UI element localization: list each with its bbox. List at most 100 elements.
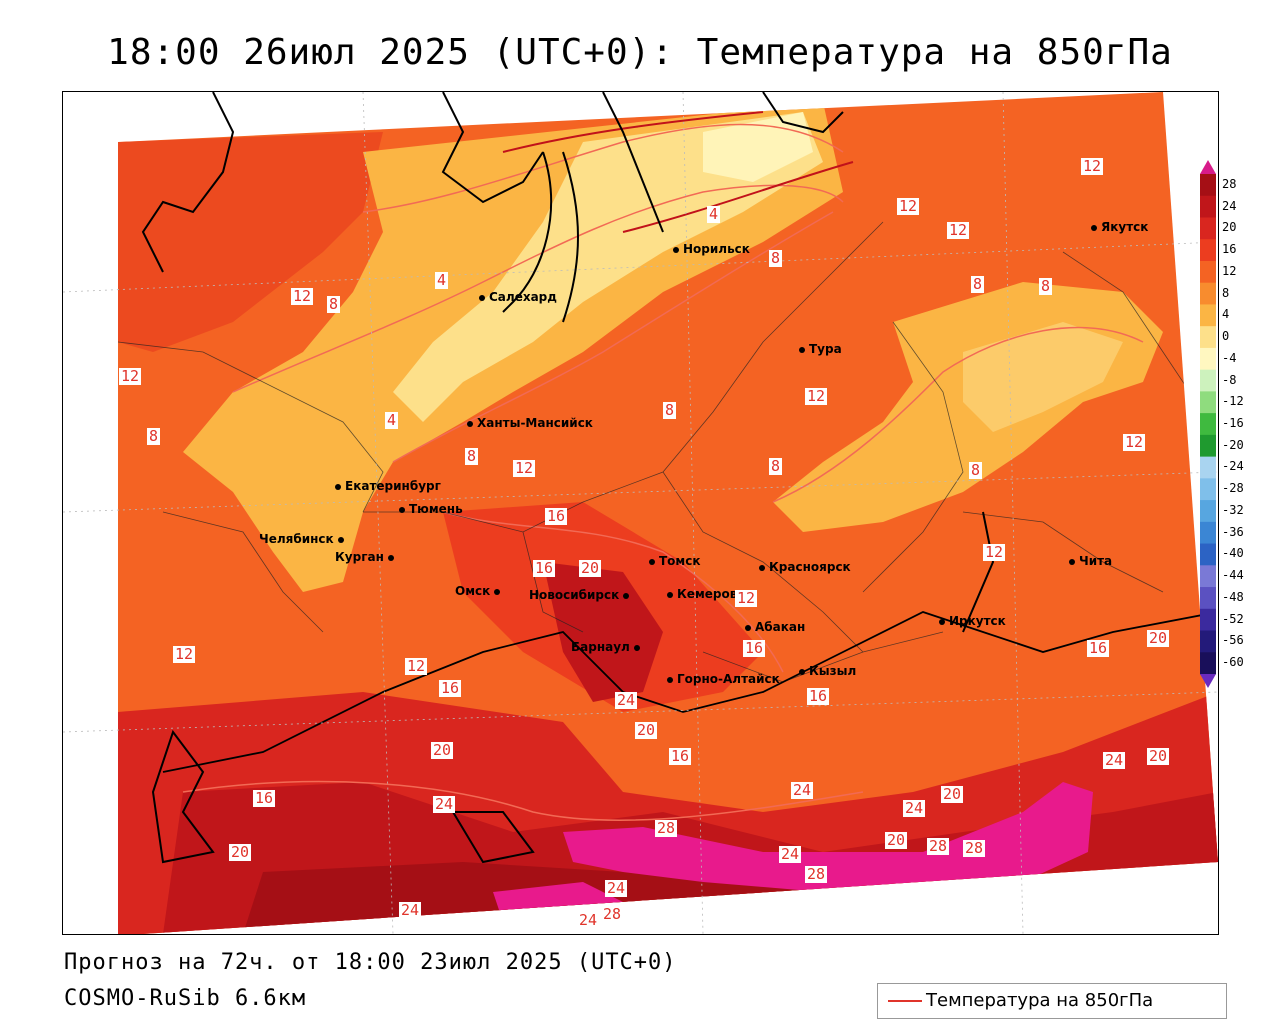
- city-marker-icon: [649, 558, 655, 565]
- city-marker-icon: [673, 246, 679, 253]
- scale-label: -20: [1222, 437, 1244, 452]
- city-norilsk: Норильск: [673, 242, 750, 256]
- scale-swatch: [1200, 282, 1216, 305]
- city-chita: Чита: [1069, 554, 1112, 568]
- isotherm-label: 28: [927, 837, 950, 855]
- scale-swatch: [1200, 434, 1216, 458]
- isotherm-label: 12: [405, 657, 428, 675]
- isotherm-label: 8: [769, 457, 783, 475]
- scale-label: -60: [1222, 655, 1244, 670]
- scale-swatch: [1200, 587, 1216, 610]
- isotherm-label: 24: [1103, 751, 1126, 769]
- scale-swatch: [1200, 521, 1216, 545]
- isotherm-label: 24: [605, 879, 628, 897]
- isotherm-label: 12: [119, 367, 142, 385]
- city-omsk: Омск: [455, 584, 504, 598]
- isotherm-label: 20: [1147, 629, 1170, 647]
- scale-arrow-top: [1200, 160, 1216, 174]
- city-marker-icon: [759, 564, 765, 571]
- isotherm-label: 16: [253, 789, 276, 807]
- city-marker-icon: [667, 676, 673, 683]
- scale-label: 20: [1222, 220, 1237, 235]
- isotherm-label: 16: [807, 687, 830, 705]
- scale-label: -8: [1222, 372, 1237, 387]
- isotherm-label: 24: [779, 845, 802, 863]
- city-marker-icon: [399, 506, 405, 513]
- scale-swatch: [1200, 565, 1216, 588]
- scale-label: -48: [1222, 589, 1244, 604]
- scale-swatch: [1200, 304, 1216, 327]
- isotherm-label: 8: [971, 275, 985, 293]
- isotherm-label: 8: [465, 447, 479, 465]
- isotherm-label: 8: [969, 461, 983, 479]
- isotherm-label: 28: [963, 839, 986, 857]
- map-title: 18:00 26июл 2025 (UTC+0): Температура на…: [107, 32, 1173, 73]
- map-legend: Температура на 850гПа: [877, 983, 1227, 1019]
- scale-label: -44: [1222, 568, 1244, 583]
- scale-label: -16: [1222, 416, 1244, 430]
- scale-swatch: [1200, 239, 1216, 262]
- city-marker-icon: [939, 618, 945, 625]
- scale-label: 16: [1222, 242, 1237, 257]
- map-canvas: [63, 92, 1218, 934]
- city-yekaterinburg: Екатеринбург: [335, 479, 441, 493]
- city-marker-icon: [623, 592, 630, 599]
- city-marker-icon: [799, 668, 805, 675]
- isotherm-label: 16: [439, 679, 462, 697]
- scale-label: -32: [1222, 502, 1244, 517]
- city-novosibirsk: Новосибирск: [529, 588, 633, 602]
- isotherm-label: 20: [431, 741, 454, 759]
- city-khanty-mansiysk: Ханты-Мансийск: [467, 416, 593, 430]
- city-irkutsk: Иркутск: [939, 614, 1006, 628]
- isotherm-label: 28: [805, 865, 828, 883]
- isotherm-label: 4: [707, 205, 721, 223]
- isotherm-label: 16: [533, 559, 556, 577]
- scale-label: 28: [1222, 176, 1237, 191]
- scale-swatch: [1200, 217, 1216, 240]
- city-barnaul: Барнаул: [571, 640, 644, 654]
- scale-swatch: [1200, 369, 1216, 392]
- city-marker-icon: [494, 588, 501, 595]
- city-marker-icon: [745, 624, 751, 631]
- scale-swatch: [1200, 174, 1216, 197]
- isotherm-label: 24: [433, 795, 456, 813]
- forecast-info: Прогноз на 72ч. от 18:00 23июл 2025 (UTC…: [64, 950, 677, 975]
- city-marker-icon: [337, 536, 344, 543]
- isotherm-label: 12: [1123, 433, 1146, 451]
- isotherm-label: 12: [735, 589, 758, 607]
- isotherm-label: 24: [791, 781, 814, 799]
- isotherm-label: 12: [983, 543, 1006, 561]
- scale-label: 12: [1222, 263, 1237, 278]
- city-kemerovo: Кемерово: [667, 587, 746, 601]
- legend-label: Температура на 850гПа: [926, 990, 1154, 1011]
- isotherm-label: 24: [577, 911, 600, 929]
- isotherm-label: 12: [291, 287, 314, 305]
- isotherm-label: 12: [897, 197, 920, 215]
- city-salekhard: Салехард: [479, 290, 557, 304]
- scale-label: -24: [1222, 459, 1244, 474]
- isotherm-label: 8: [663, 401, 677, 419]
- scale-label: -28: [1222, 481, 1244, 496]
- city-marker-icon: [479, 294, 485, 301]
- scale-swatch: [1200, 195, 1216, 218]
- city-abakan: Абакан: [745, 620, 805, 634]
- scale-swatch: [1200, 260, 1216, 284]
- isotherm-label: 20: [635, 721, 658, 739]
- isotherm-label: 12: [173, 645, 196, 663]
- scale-swatch: [1200, 413, 1216, 436]
- isotherm-label: 24: [903, 799, 926, 817]
- isotherm-label: 12: [1081, 157, 1104, 175]
- scale-label: 4: [1222, 307, 1230, 322]
- isotherm-label: 20: [1147, 747, 1170, 765]
- isotherm-label: 24: [615, 691, 638, 709]
- scale-label: 24: [1222, 198, 1237, 213]
- temperature-field: [118, 92, 1218, 934]
- scale-label: -56: [1222, 633, 1244, 648]
- scale-swatch: [1200, 391, 1216, 414]
- scale-swatch: [1200, 347, 1216, 371]
- isotherm-label: 8: [769, 249, 783, 267]
- temperature-map[interactable]: Норильск Якутск Салехард Тура Ханты-Манс…: [62, 91, 1219, 935]
- isotherm-label: 16: [669, 747, 692, 765]
- isotherm-label: 8: [147, 427, 161, 445]
- isotherm-label: 12: [805, 387, 828, 405]
